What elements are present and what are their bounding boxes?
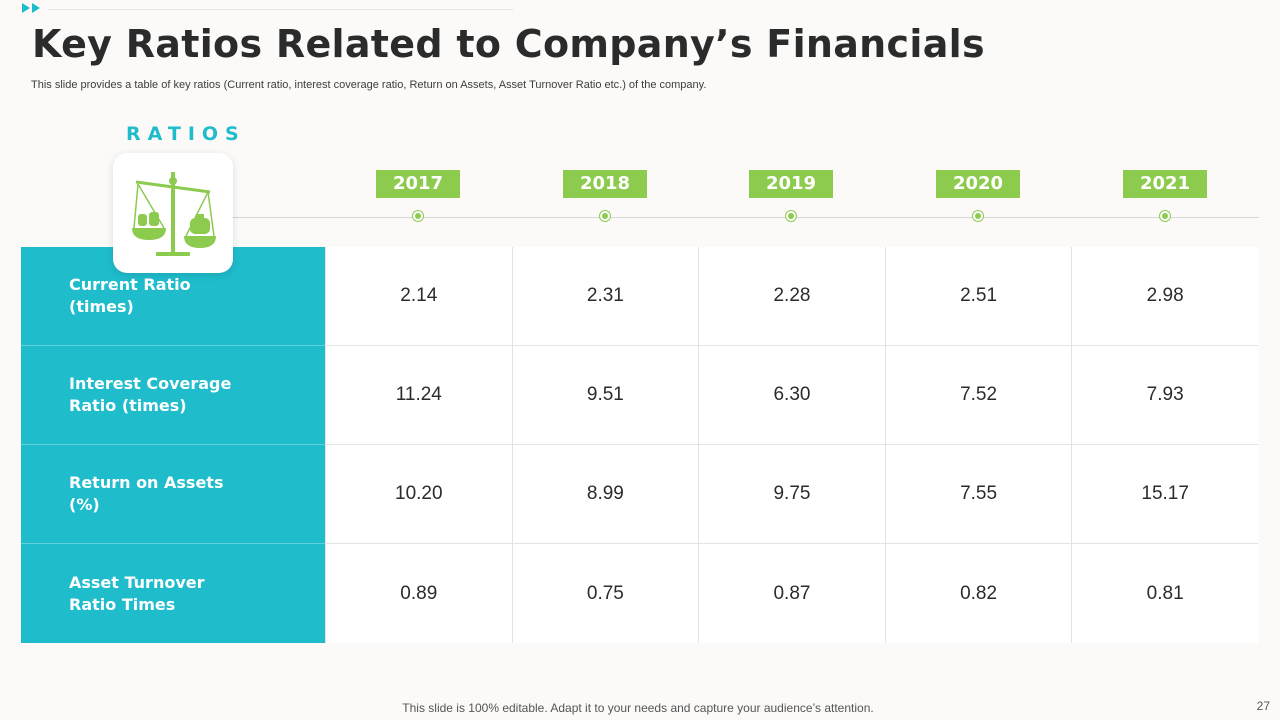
value-cell: 0.75 <box>511 544 699 643</box>
year-badge-2017: 2017 <box>376 170 460 198</box>
timeline-dot <box>1162 213 1168 219</box>
table-row-asset-turnover: Asset Turnover Ratio Times 0.89 0.75 0.8… <box>21 544 1258 643</box>
ratios-heading: RATIOS <box>126 123 246 145</box>
value-cell: 0.81 <box>1071 544 1258 643</box>
table-row-return-on-assets: Return on Assets (%) 10.20 8.99 9.75 7.5… <box>21 445 1258 544</box>
year-badge-2019: 2019 <box>749 170 833 198</box>
value-cell: 2.28 <box>698 247 885 346</box>
value-cell: 0.87 <box>698 544 885 643</box>
year-badge-2018: 2018 <box>563 170 647 198</box>
row-label-cell: Interest Coverage Ratio (times) <box>21 346 325 445</box>
row-label: Interest Coverage Ratio (times) <box>69 374 232 415</box>
slide-subtitle: This slide provides a table of key ratio… <box>31 79 707 91</box>
value-cell: 7.55 <box>884 445 1072 544</box>
row-label-cell: Asset Turnover Ratio Times <box>21 544 325 643</box>
timeline-dot <box>975 213 981 219</box>
value-cell: 10.20 <box>325 445 512 544</box>
value-cell: 2.51 <box>884 247 1072 346</box>
value-cell: 2.14 <box>325 247 512 346</box>
value-cell: 0.89 <box>325 544 512 643</box>
value-cell: 8.99 <box>511 445 699 544</box>
row-label: Current Ratio (times) <box>69 275 191 316</box>
arrow-right-icon <box>32 3 40 13</box>
balance-scale-money-bags-icon <box>132 172 216 256</box>
value-cell: 9.75 <box>698 445 885 544</box>
top-arrows-decoration <box>22 3 40 13</box>
top-divider <box>48 9 513 10</box>
value-cell: 9.51 <box>511 346 699 445</box>
ratios-table: Current Ratio (times) 2.14 2.31 2.28 2.5… <box>21 247 1258 643</box>
table-row-interest-coverage: Interest Coverage Ratio (times) 11.24 9.… <box>21 346 1258 445</box>
value-cell: 11.24 <box>325 346 512 445</box>
ratios-icon-card <box>113 153 233 273</box>
year-badge-2020: 2020 <box>936 170 1020 198</box>
table-row-current-ratio: Current Ratio (times) 2.14 2.31 2.28 2.5… <box>21 247 1258 346</box>
value-cell: 7.52 <box>884 346 1072 445</box>
value-cell: 2.31 <box>511 247 699 346</box>
page-number: 27 <box>1256 699 1270 713</box>
value-cell: 6.30 <box>698 346 885 445</box>
value-cell: 7.93 <box>1071 346 1258 445</box>
value-cell: 0.82 <box>884 544 1072 643</box>
arrow-right-icon <box>22 3 30 13</box>
timeline-dot <box>602 213 608 219</box>
slide-title: Key Ratios Related to Company’s Financia… <box>32 22 985 66</box>
row-label-cell: Return on Assets (%) <box>21 445 325 544</box>
timeline-dot <box>788 213 794 219</box>
year-badge-2021: 2021 <box>1123 170 1207 198</box>
value-cell: 2.98 <box>1071 247 1258 346</box>
timeline-dot <box>415 213 421 219</box>
value-cell: 15.17 <box>1071 445 1258 544</box>
footer-note: This slide is 100% editable. Adapt it to… <box>402 701 874 715</box>
year-timeline <box>233 217 1259 218</box>
row-label: Asset Turnover Ratio Times <box>69 572 205 614</box>
row-label: Return on Assets (%) <box>69 473 224 514</box>
